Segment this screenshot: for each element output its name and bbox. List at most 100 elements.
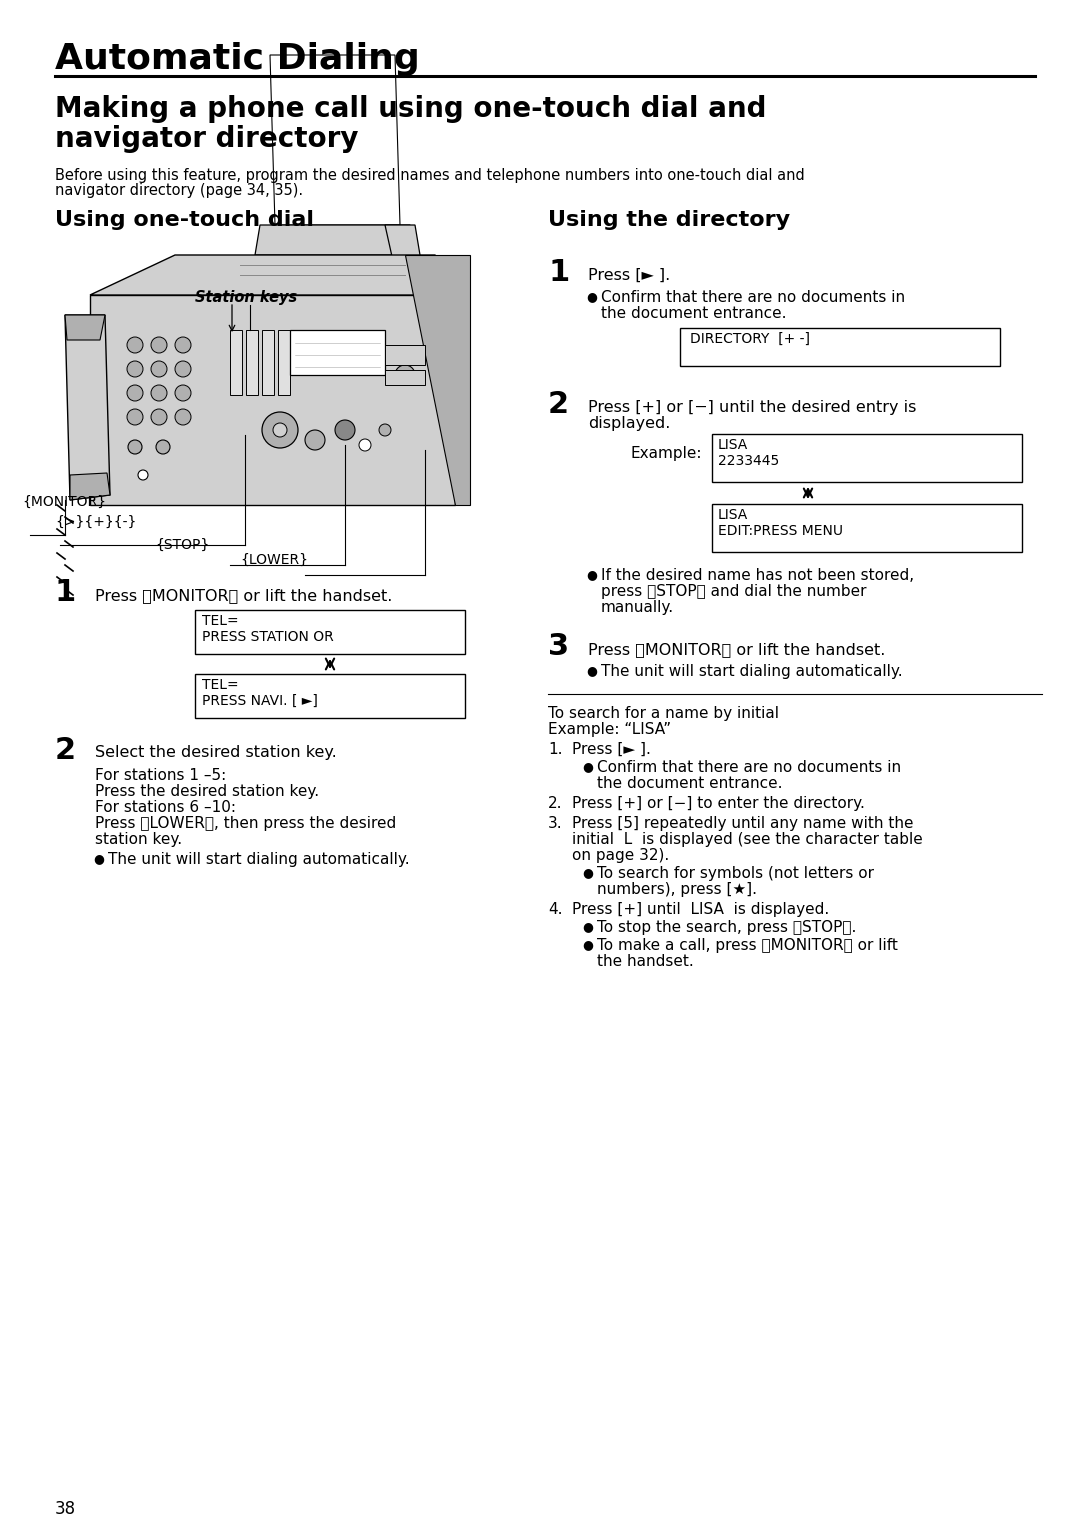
Bar [384,369,426,385]
Text: {LOWER}: {LOWER} [240,552,308,568]
Polygon shape [70,473,110,501]
Text: 3: 3 [548,632,569,661]
Circle shape [127,409,143,426]
Circle shape [151,337,167,353]
Text: navigator directory: navigator directory [55,125,359,153]
Text: 2233445: 2233445 [718,455,780,468]
Text: PRESS NAVI. [ ►]: PRESS NAVI. [ ►] [202,694,318,708]
Circle shape [156,439,170,455]
Polygon shape [90,295,455,505]
Text: station key.: station key. [95,832,183,847]
Text: ●: ● [586,290,597,304]
Circle shape [379,424,391,436]
Text: numbers), press [★].: numbers), press [★]. [597,882,757,897]
Text: Using the directory: Using the directory [548,211,791,230]
Circle shape [175,409,191,426]
Text: Press [5] repeatedly until any name with the: Press [5] repeatedly until any name with… [572,816,914,832]
Text: TEL=: TEL= [202,678,239,691]
Text: For stations 1 –5:: For stations 1 –5: [95,768,226,783]
Text: Station keys: Station keys [195,290,297,305]
Bar [246,330,258,395]
Text: To stop the search, press 【STOP】.: To stop the search, press 【STOP】. [597,920,856,935]
Polygon shape [65,314,105,340]
Text: TEL=: TEL= [202,613,239,629]
Text: Press [► ].: Press [► ]. [588,269,671,282]
Polygon shape [405,266,435,290]
Text: For stations 6 –10:: For stations 6 –10: [95,800,237,815]
Text: Confirm that there are no documents in: Confirm that there are no documents in [597,760,901,775]
Text: Example: “LISA”: Example: “LISA” [548,722,671,737]
Text: 4.: 4. [548,902,563,917]
Text: 1: 1 [55,578,77,607]
Text: Press [+] until  LISA  is displayed.: Press [+] until LISA is displayed. [572,902,829,917]
Text: Press [+] or [−] until the desired entry is: Press [+] or [−] until the desired entry… [588,400,916,415]
Text: ●: ● [586,568,597,581]
Text: {MONITOR}: {MONITOR} [22,494,106,510]
Bar [712,504,1022,552]
Text: ●: ● [582,760,593,774]
Bar [278,330,291,395]
Text: ●: ● [582,938,593,951]
Text: 1: 1 [548,258,569,287]
Text: ●: ● [586,664,597,678]
Text: 2: 2 [55,736,76,765]
Polygon shape [255,224,415,255]
Text: The unit will start dialing automatically.: The unit will start dialing automaticall… [600,664,903,679]
Text: displayed.: displayed. [588,417,671,430]
Text: LISA: LISA [718,438,748,452]
Text: 3.: 3. [548,816,563,832]
Text: 2.: 2. [548,797,563,810]
Polygon shape [65,314,110,501]
Bar [680,328,1000,366]
Text: Before using this feature, program the desired names and telephone numbers into : Before using this feature, program the d… [55,168,805,183]
Text: Press 【MONITOR】 or lift the handset.: Press 【MONITOR】 or lift the handset. [588,642,886,658]
Text: PRESS STATION OR: PRESS STATION OR [202,630,334,644]
Text: To search for symbols (not letters or: To search for symbols (not letters or [597,865,874,881]
Circle shape [305,430,325,450]
Bar [195,610,465,655]
Text: the handset.: the handset. [597,954,693,969]
Bar [195,674,465,719]
Polygon shape [405,255,470,505]
Text: To search for a name by initial: To search for a name by initial [548,707,779,720]
Circle shape [262,412,298,449]
Text: 1.: 1. [548,742,563,757]
Bar [291,330,384,375]
Circle shape [395,365,415,385]
Text: The unit will start dialing automatically.: The unit will start dialing automaticall… [108,852,409,867]
Bar [712,433,1022,482]
Text: Automatic Dialing: Automatic Dialing [55,43,420,76]
Text: Confirm that there are no documents in: Confirm that there are no documents in [600,290,905,305]
Text: DIRECTORY  [+ -]: DIRECTORY [+ -] [690,333,810,346]
Polygon shape [270,55,400,224]
Text: Press 【MONITOR】 or lift the handset.: Press 【MONITOR】 or lift the handset. [95,588,392,603]
Text: 38: 38 [55,1500,76,1518]
Text: {>}{+}{-}: {>}{+}{-} [55,514,136,530]
Text: Using one-touch dial: Using one-touch dial [55,211,314,230]
Polygon shape [384,224,430,314]
Circle shape [151,362,167,377]
Circle shape [138,470,148,481]
Circle shape [175,337,191,353]
Circle shape [127,385,143,401]
Text: Press 【LOWER】, then press the desired: Press 【LOWER】, then press the desired [95,816,396,832]
Circle shape [151,385,167,401]
Text: the document entrance.: the document entrance. [600,307,786,320]
Circle shape [127,337,143,353]
Bar [384,345,426,365]
Text: Making a phone call using one-touch dial and: Making a phone call using one-touch dial… [55,95,767,124]
Text: navigator directory (page 34, 35).: navigator directory (page 34, 35). [55,183,303,198]
Text: manually.: manually. [600,600,674,615]
Bar [230,330,242,395]
Circle shape [175,362,191,377]
Text: {STOP}: {STOP} [156,539,210,552]
Circle shape [273,423,287,436]
Text: on page 32).: on page 32). [572,848,670,864]
Text: Select the desired station key.: Select the desired station key. [95,745,337,760]
Text: LISA: LISA [718,508,748,522]
Text: ●: ● [93,852,104,865]
Text: ●: ● [582,920,593,932]
Circle shape [359,439,372,452]
Text: ●: ● [582,865,593,879]
Polygon shape [90,255,455,295]
